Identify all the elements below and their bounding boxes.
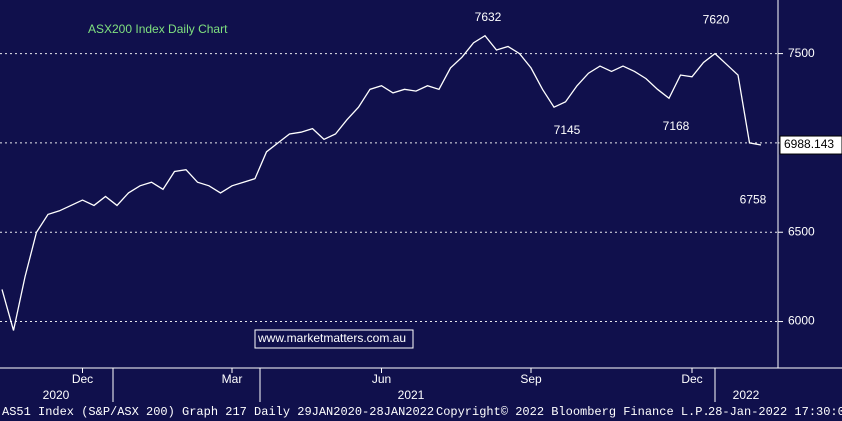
annotation: 7168 xyxy=(663,119,690,133)
chart-title: ASX200 Index Daily Chart xyxy=(88,22,228,36)
x-tick-label: Dec xyxy=(72,372,93,386)
footer-right: 28-Jan-2022 17:30:09 xyxy=(708,405,842,419)
annotation: 7620 xyxy=(703,12,730,26)
x-tick-label: Dec xyxy=(681,372,702,386)
x-tick-label: Sep xyxy=(520,372,542,386)
price-line xyxy=(1,34,762,331)
x-tick-label: Mar xyxy=(222,372,243,386)
year-label: 2021 xyxy=(398,388,425,402)
last-price-tag xyxy=(779,135,842,155)
annotation: 7632 xyxy=(475,10,502,24)
y-tick-label: 6000 xyxy=(788,314,815,328)
footer-center: Copyright© 2022 Bloomberg Finance L.P. xyxy=(436,405,710,419)
year-label: 2020 xyxy=(43,388,70,402)
last-price-label: 6988.143 xyxy=(784,137,834,151)
annotation: 6758 xyxy=(740,192,767,206)
y-tick-label: 6500 xyxy=(788,224,815,238)
y-tick-label: 7500 xyxy=(788,46,815,60)
watermark-box xyxy=(254,329,414,349)
year-label: 2022 xyxy=(733,388,760,402)
x-tick-label: Jun xyxy=(372,372,391,386)
annotation: 7145 xyxy=(554,123,581,137)
watermark: www.marketmatters.com.au xyxy=(257,331,406,345)
footer-left: AS51 Index (S&P/ASX 200) Graph 217 Daily… xyxy=(2,405,434,419)
